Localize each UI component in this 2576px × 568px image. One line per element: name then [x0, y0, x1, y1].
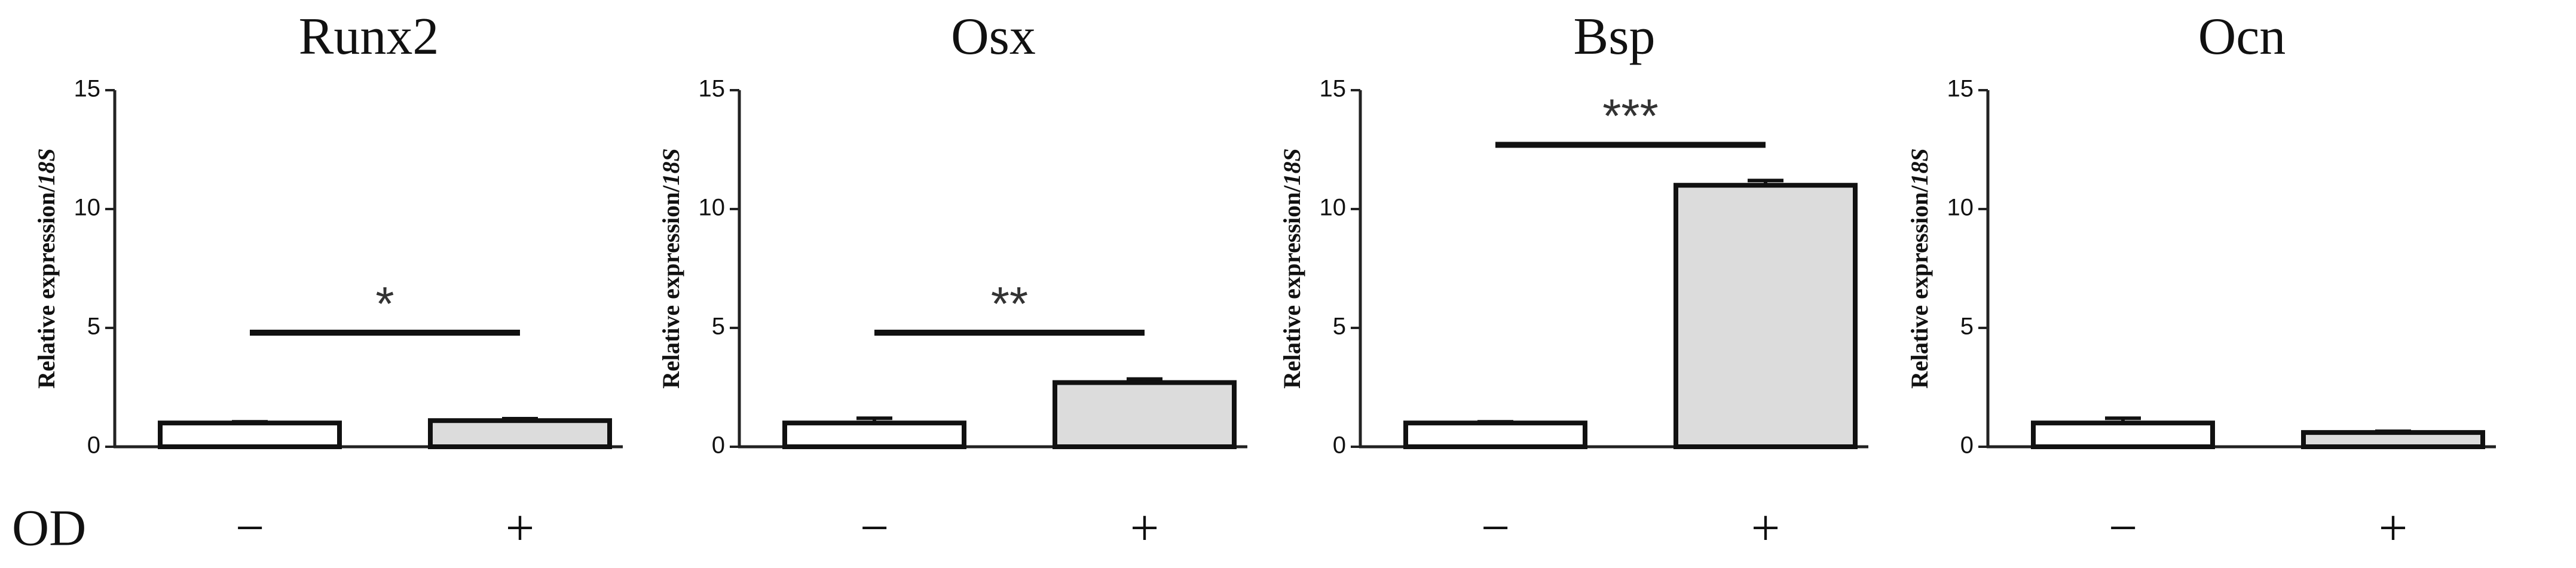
y-tick-label: 10	[699, 195, 726, 221]
y-tick-label: 10	[1947, 195, 1974, 221]
bar	[1053, 380, 1237, 449]
error-bar	[502, 417, 538, 421]
bar	[2301, 430, 2485, 449]
significance-label: ***	[1602, 90, 1658, 143]
y-axis-label-gene: 18S	[1906, 148, 1933, 185]
y-tick-label: 15	[699, 76, 726, 102]
error-bar	[2105, 416, 2141, 423]
bar	[1403, 420, 1587, 450]
error-bar	[1127, 377, 1162, 383]
y-axis-label-gene: 18S	[33, 148, 60, 185]
y-axis-label: Relative expression/18S	[1278, 148, 1305, 389]
chart-title: Osx	[951, 8, 1036, 66]
error-bar	[856, 416, 892, 423]
y-tick-label: 10	[74, 195, 101, 221]
y-tick-label: 15	[1947, 76, 1974, 102]
y-axis-label-gene: 18S	[657, 148, 684, 185]
x-tick-label: +	[506, 499, 535, 557]
bar	[428, 418, 612, 449]
y-tick-label: 0	[1960, 432, 1974, 459]
y-axis-label: Relative expression/18S	[33, 148, 60, 389]
y-tick-label: 5	[712, 314, 725, 340]
significance-label: **	[991, 277, 1028, 330]
y-tick-label: 0	[1333, 432, 1346, 459]
error-bar	[1748, 179, 1783, 186]
bar	[1674, 183, 1858, 449]
significance-label: *	[375, 277, 394, 330]
chart-title: Ocn	[2198, 8, 2286, 66]
x-tick-label: −	[1481, 499, 1510, 557]
bar	[782, 420, 966, 450]
x-tick-label: +	[2379, 499, 2408, 557]
bar	[2031, 420, 2215, 450]
y-tick-label: 0	[87, 432, 100, 459]
y-tick-label: 5	[1960, 314, 1974, 340]
bar	[158, 420, 342, 450]
y-axis-label: Relative expression/18S	[657, 148, 684, 389]
x-tick-label: +	[1751, 499, 1780, 557]
y-axis-label-text: Relative expression/	[33, 185, 60, 389]
y-axis-label-text: Relative expression/	[657, 185, 684, 389]
row-label: OD	[12, 499, 86, 557]
x-tick-label: −	[860, 499, 889, 557]
y-axis-label-gene: 18S	[1278, 148, 1305, 185]
y-tick-label: 0	[712, 432, 725, 459]
error-bar	[2375, 429, 2411, 434]
x-tick-label: −	[235, 499, 265, 557]
y-tick-label: 10	[1320, 195, 1347, 221]
error-bar	[1477, 420, 1513, 424]
chart-title: Runx2	[299, 8, 439, 66]
y-axis-label: Relative expression/18S	[1906, 148, 1933, 389]
x-tick-label: −	[2109, 499, 2138, 557]
error-bar	[232, 420, 268, 424]
y-axis-label-text: Relative expression/	[1906, 185, 1933, 389]
x-tick-label: +	[1130, 499, 1159, 557]
y-tick-label: 15	[74, 76, 101, 102]
y-tick-label: 5	[87, 314, 100, 340]
y-tick-label: 15	[1320, 76, 1347, 102]
y-tick-label: 5	[1333, 314, 1346, 340]
y-axis-label-text: Relative expression/	[1278, 185, 1305, 389]
chart-title: Bsp	[1574, 8, 1656, 66]
